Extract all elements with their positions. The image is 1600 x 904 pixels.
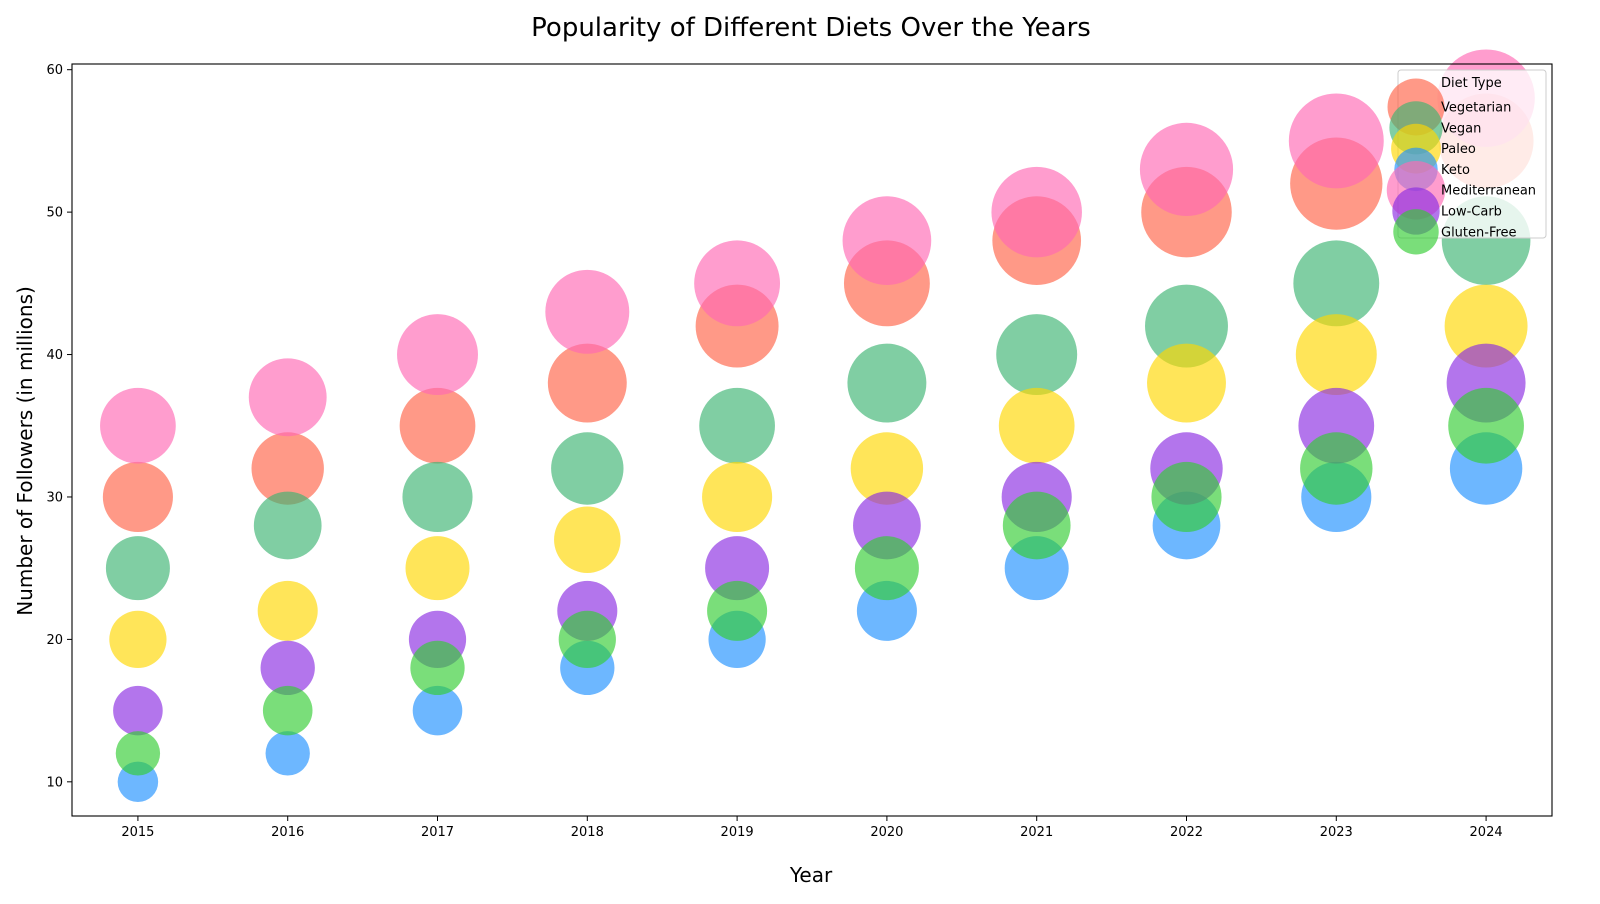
series-gluten-free bbox=[115, 387, 1524, 776]
legend-title: Diet Type bbox=[1441, 76, 1502, 91]
bubble bbox=[554, 506, 621, 573]
x-tick-label: 2023 bbox=[1320, 825, 1353, 840]
bubble bbox=[262, 685, 313, 736]
bubble bbox=[707, 580, 768, 641]
y-tick-label: 60 bbox=[46, 63, 63, 78]
x-tick-label: 2020 bbox=[870, 825, 903, 840]
bubble bbox=[113, 685, 163, 736]
bubble bbox=[991, 166, 1082, 258]
y-tick-label: 10 bbox=[46, 775, 63, 790]
bubble bbox=[1300, 432, 1373, 505]
series-vegan bbox=[105, 196, 1531, 601]
bubble bbox=[265, 731, 310, 776]
legend: Diet Type Vegetarian Vegan Paleo Keto Mediter… bbox=[1386, 69, 1547, 255]
bubble bbox=[1147, 343, 1226, 423]
bubble bbox=[547, 343, 627, 423]
x-tick-label: 2018 bbox=[571, 825, 604, 840]
bubble bbox=[1288, 93, 1384, 189]
series-mediterranean bbox=[100, 49, 1535, 464]
bubble bbox=[405, 536, 470, 601]
x-tick-label: 2022 bbox=[1170, 825, 1203, 840]
bubble bbox=[1002, 491, 1071, 560]
bubble bbox=[399, 387, 476, 464]
y-tick-label: 20 bbox=[46, 633, 63, 648]
x-tick-label: 2016 bbox=[271, 825, 304, 840]
bubble bbox=[545, 269, 630, 354]
x-tick-label: 2021 bbox=[1020, 825, 1053, 840]
bubble bbox=[1293, 240, 1380, 327]
bubble bbox=[412, 685, 463, 736]
legend-label: Vegan bbox=[1441, 121, 1481, 136]
y-axis-label: Number of Followers (in millions) bbox=[13, 286, 37, 616]
bubble bbox=[102, 461, 173, 533]
plot-frame bbox=[71, 63, 1553, 817]
bubble bbox=[551, 432, 624, 505]
chart-title: Popularity of Different Diets Over the Y… bbox=[531, 13, 1091, 43]
bubble bbox=[253, 491, 322, 560]
bubble bbox=[842, 196, 932, 285]
x-tick-label: 2024 bbox=[1470, 825, 1503, 840]
bubble bbox=[1448, 387, 1524, 464]
bubble bbox=[248, 358, 327, 437]
legend-label: Low-Carb bbox=[1441, 205, 1502, 220]
bubble bbox=[1139, 122, 1234, 216]
legend-label: Vegetarian bbox=[1441, 101, 1511, 116]
bubble bbox=[115, 731, 161, 776]
bubble bbox=[702, 461, 773, 533]
bubble bbox=[410, 640, 465, 696]
bubble bbox=[699, 387, 775, 464]
x-tick-label: 2019 bbox=[721, 825, 754, 840]
y-tick-label: 30 bbox=[46, 490, 63, 505]
x-tick-label: 2015 bbox=[121, 825, 154, 840]
legend-label: Gluten-Free bbox=[1441, 225, 1517, 240]
y-tick-label: 50 bbox=[46, 206, 63, 221]
bubble bbox=[850, 432, 924, 505]
bubble bbox=[1145, 284, 1228, 368]
legend-label: Mediterranean bbox=[1441, 184, 1536, 199]
x-tick-label: 2017 bbox=[421, 825, 454, 840]
bubble bbox=[705, 536, 770, 601]
series-paleo bbox=[109, 284, 1528, 669]
bubble bbox=[402, 461, 473, 533]
bubble bbox=[847, 343, 927, 423]
axis-ticks: 2015 2016 2017 2018 2019 2020 2021 2022 2023 2024… bbox=[46, 63, 1502, 840]
bubble bbox=[100, 387, 176, 464]
bubble bbox=[257, 580, 318, 641]
bubble bbox=[694, 240, 781, 327]
bubble bbox=[558, 610, 616, 669]
bubble bbox=[1444, 284, 1528, 368]
x-axis-label: Year bbox=[789, 863, 833, 887]
bubble bbox=[996, 314, 1078, 396]
bubble bbox=[397, 314, 478, 396]
bubble bbox=[998, 387, 1075, 464]
bubble bbox=[1151, 461, 1222, 533]
bubbles bbox=[100, 49, 1535, 803]
legend-marker bbox=[1393, 209, 1439, 255]
y-tick-label: 40 bbox=[46, 348, 63, 363]
bubble bbox=[854, 536, 919, 601]
bubble bbox=[105, 536, 170, 601]
bubble bbox=[260, 640, 315, 696]
bubble bbox=[1295, 314, 1377, 396]
legend-label: Paleo bbox=[1441, 142, 1476, 157]
bubble bbox=[109, 610, 167, 669]
legend-label: Keto bbox=[1441, 163, 1470, 178]
bubble bbox=[251, 432, 324, 505]
